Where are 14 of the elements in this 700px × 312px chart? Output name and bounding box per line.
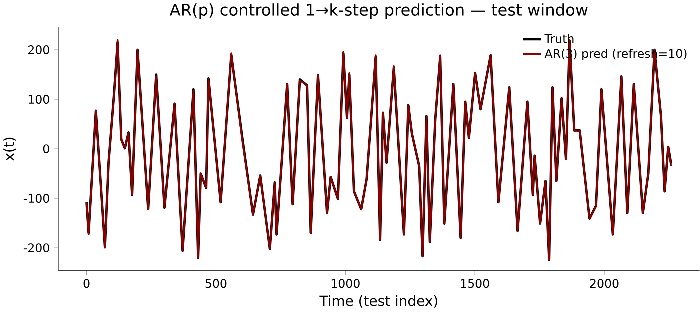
y-tick-label: -100 [24,194,50,204]
y-tick-label: 200 [28,46,50,55]
y-tick-label: 100 [28,95,50,104]
chart-title: AR(p) controlled 1→k-step prediction — test window [170,4,588,20]
x-axis-title: Time (test index) [320,296,438,308]
x-tick-label: 500 [206,279,227,288]
x-tick-label: 2000 [590,279,619,288]
x-tick-label: 1000 [332,279,360,288]
y-axis-title: x(t) [4,138,16,162]
y-tick-label: 0 [43,144,50,154]
x-tick-label: 0 [84,279,90,288]
legend-label: Truth [544,34,574,44]
y-tick-label: -200 [24,244,50,253]
x-tick-label: 1500 [461,279,490,288]
